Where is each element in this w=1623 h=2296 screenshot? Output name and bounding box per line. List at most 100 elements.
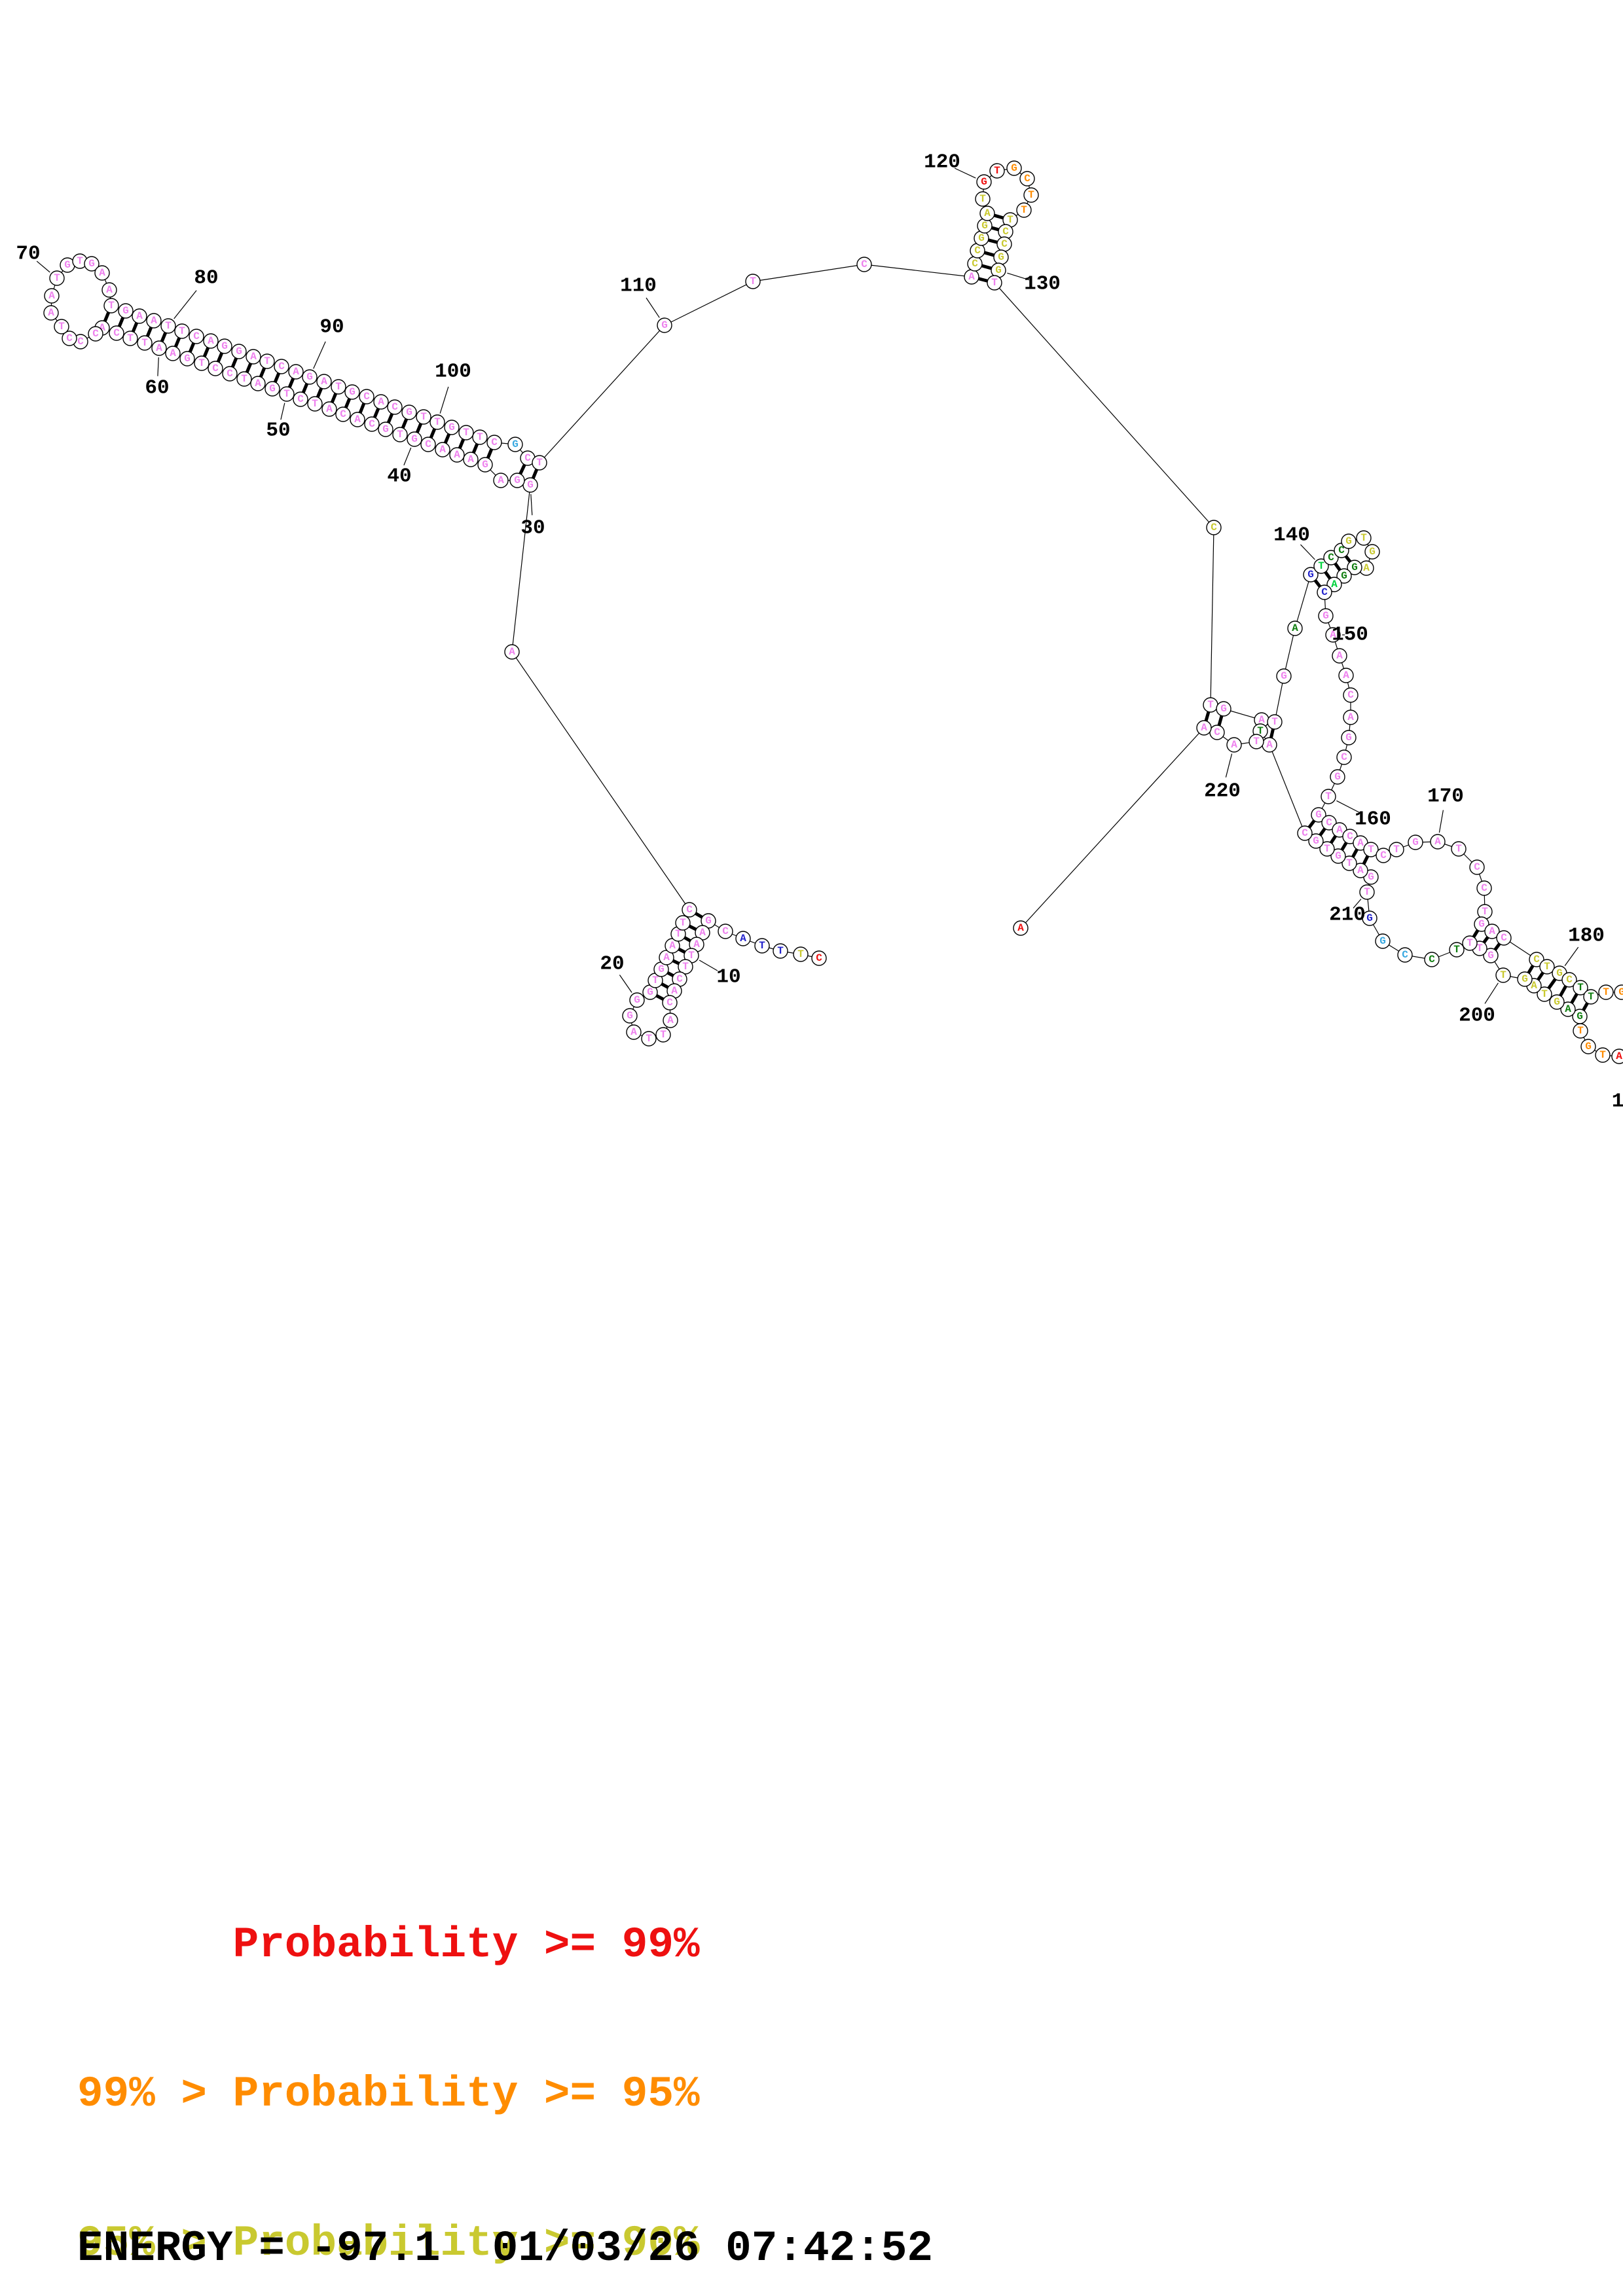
svg-text:T: T bbox=[1346, 857, 1353, 869]
svg-text:G: G bbox=[122, 305, 129, 317]
svg-text:A: A bbox=[667, 1014, 674, 1026]
svg-text:A: A bbox=[354, 414, 361, 425]
svg-text:C: C bbox=[686, 904, 693, 916]
svg-text:C: C bbox=[972, 258, 978, 270]
svg-text:G: G bbox=[1315, 809, 1322, 821]
svg-text:T: T bbox=[335, 381, 342, 393]
svg-text:T: T bbox=[1455, 843, 1462, 855]
svg-text:A: A bbox=[170, 348, 176, 359]
svg-text:A: A bbox=[1616, 1050, 1622, 1062]
svg-text:T: T bbox=[1207, 699, 1214, 711]
svg-text:160: 160 bbox=[1355, 808, 1391, 831]
svg-text:G: G bbox=[1345, 732, 1352, 744]
svg-text:A: A bbox=[439, 444, 446, 456]
svg-text:A: A bbox=[663, 952, 670, 963]
svg-text:C: C bbox=[1566, 974, 1573, 986]
svg-text:A: A bbox=[968, 271, 975, 283]
svg-text:T: T bbox=[797, 948, 804, 960]
svg-text:G: G bbox=[1322, 610, 1329, 622]
svg-text:C: C bbox=[816, 952, 822, 964]
svg-text:C: C bbox=[1001, 238, 1008, 250]
svg-text:T: T bbox=[264, 355, 270, 367]
svg-text:T: T bbox=[777, 945, 784, 957]
svg-text:G: G bbox=[411, 433, 418, 445]
svg-text:G: G bbox=[1554, 996, 1560, 1008]
svg-text:G: G bbox=[88, 258, 95, 270]
svg-text:T: T bbox=[141, 337, 148, 349]
svg-text:G: G bbox=[1577, 1011, 1583, 1022]
svg-text:T: T bbox=[688, 950, 695, 961]
svg-text:C: C bbox=[66, 332, 73, 344]
svg-text:A: A bbox=[509, 646, 515, 658]
svg-text:C: C bbox=[722, 925, 729, 937]
svg-text:G: G bbox=[1313, 835, 1319, 847]
svg-text:1: 1 bbox=[1612, 1090, 1623, 1113]
svg-text:T: T bbox=[750, 276, 756, 287]
svg-text:G: G bbox=[647, 986, 653, 998]
svg-text:C: C bbox=[113, 327, 120, 339]
legend-line: 99% > Probability >= 95% bbox=[77, 2070, 700, 2119]
svg-text:180: 180 bbox=[1568, 925, 1605, 948]
svg-text:T: T bbox=[108, 300, 115, 312]
svg-text:T: T bbox=[397, 429, 403, 440]
svg-text:120: 120 bbox=[924, 151, 960, 174]
svg-text:G: G bbox=[981, 220, 988, 232]
svg-text:A: A bbox=[1336, 824, 1343, 836]
svg-text:T: T bbox=[675, 928, 682, 940]
svg-text:G: G bbox=[236, 346, 242, 357]
svg-text:A: A bbox=[1292, 622, 1298, 634]
svg-text:C: C bbox=[1341, 751, 1347, 763]
svg-text:G: G bbox=[1334, 771, 1341, 783]
svg-text:A: A bbox=[1531, 980, 1537, 992]
svg-text:G: G bbox=[1478, 918, 1485, 930]
svg-text:G: G bbox=[978, 232, 985, 244]
svg-text:C: C bbox=[92, 328, 99, 340]
svg-text:C: C bbox=[861, 259, 867, 270]
svg-text:G: G bbox=[64, 259, 71, 271]
svg-text:A: A bbox=[1565, 1003, 1571, 1015]
svg-text:200: 200 bbox=[1459, 1005, 1495, 1028]
svg-text:40: 40 bbox=[387, 465, 411, 488]
svg-text:T: T bbox=[1368, 844, 1374, 855]
svg-text:G: G bbox=[1487, 950, 1494, 961]
svg-text:90: 90 bbox=[319, 316, 344, 339]
svg-text:10: 10 bbox=[716, 966, 740, 989]
svg-text:G: G bbox=[981, 176, 987, 188]
svg-text:T: T bbox=[1257, 725, 1264, 737]
svg-text:G: G bbox=[1369, 546, 1376, 558]
svg-text:C: C bbox=[369, 418, 375, 430]
svg-text:A: A bbox=[1330, 629, 1336, 641]
svg-text:T: T bbox=[1021, 204, 1027, 216]
svg-text:A: A bbox=[467, 454, 474, 465]
svg-text:G: G bbox=[1341, 570, 1347, 582]
svg-text:T: T bbox=[283, 388, 290, 400]
svg-text:A: A bbox=[1258, 714, 1265, 726]
svg-text:A: A bbox=[1266, 739, 1273, 751]
svg-text:C: C bbox=[1380, 850, 1387, 861]
svg-text:A: A bbox=[1336, 650, 1343, 662]
svg-text:G: G bbox=[1368, 871, 1374, 883]
svg-text:C: C bbox=[666, 997, 673, 1009]
svg-text:C: C bbox=[1347, 689, 1354, 701]
svg-text:T: T bbox=[434, 416, 441, 428]
svg-text:T: T bbox=[680, 917, 686, 929]
svg-text:C: C bbox=[1474, 861, 1480, 873]
svg-text:T: T bbox=[646, 1033, 652, 1045]
svg-text:C: C bbox=[1429, 954, 1435, 965]
svg-text:A: A bbox=[1489, 925, 1495, 937]
svg-text:30: 30 bbox=[520, 517, 545, 540]
svg-text:C: C bbox=[974, 245, 981, 257]
svg-text:T: T bbox=[1541, 988, 1548, 1000]
svg-text:G: G bbox=[1011, 162, 1017, 174]
svg-text:80: 80 bbox=[194, 267, 218, 290]
svg-text:T: T bbox=[1364, 886, 1370, 898]
energy-status-line: ENERGY = -97.1 01/03/26 07:42:52 bbox=[77, 2224, 934, 2273]
svg-text:T: T bbox=[58, 321, 65, 332]
svg-text:T: T bbox=[165, 320, 172, 332]
svg-text:C: C bbox=[340, 408, 346, 420]
svg-text:C: C bbox=[524, 452, 531, 464]
svg-text:C: C bbox=[1402, 949, 1408, 961]
svg-text:A: A bbox=[1331, 579, 1338, 590]
svg-text:C: C bbox=[1328, 552, 1334, 564]
svg-text:G: G bbox=[349, 386, 356, 398]
